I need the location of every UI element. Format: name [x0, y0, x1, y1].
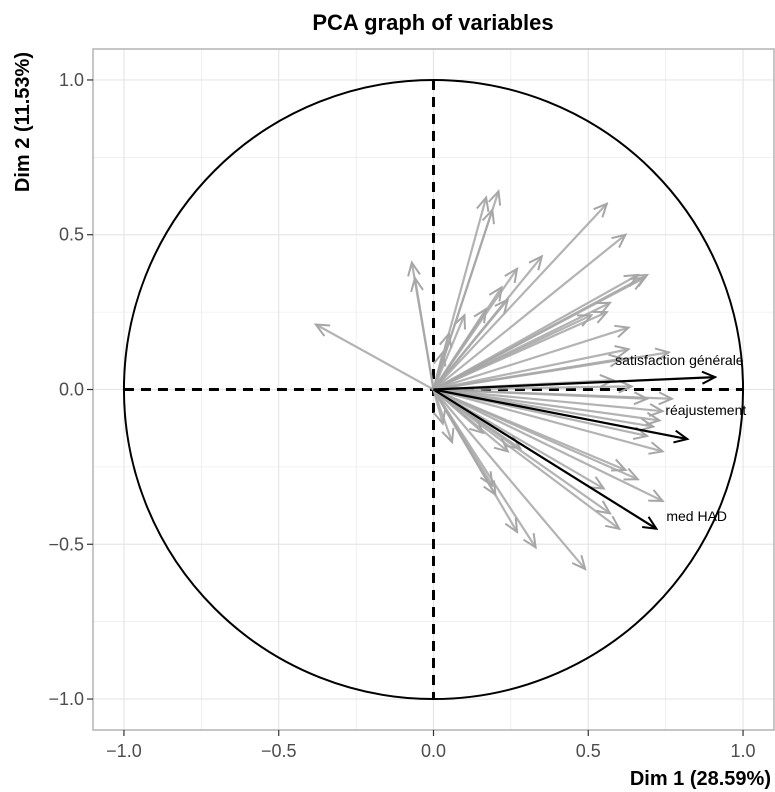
- variable-arrow: [433, 352, 669, 391]
- variable-arrow: [432, 388, 493, 486]
- variable-arrow: [432, 388, 586, 570]
- variable-label: med HAD: [666, 508, 727, 524]
- chart-title: PCA graph of variables: [312, 10, 553, 35]
- y-tick-label: 0.5: [59, 225, 84, 245]
- variable-arrow: [433, 388, 660, 421]
- x-axis-title: Dim 1 (28.59%): [630, 768, 771, 790]
- x-tick-label: 0.5: [576, 741, 601, 761]
- highlighted-arrow: [433, 377, 716, 391]
- variable-arrow: [432, 309, 487, 391]
- variable-arrow: [433, 388, 672, 399]
- y-tick-label: −0.5: [48, 534, 84, 554]
- variable-label: satisfaction générale: [615, 352, 744, 368]
- variable-arrow: [432, 388, 620, 529]
- x-tick-label: 1.0: [731, 741, 756, 761]
- variable-arrow: [316, 324, 435, 391]
- variable-arrow: [432, 352, 443, 390]
- variable-arrow: [433, 328, 629, 391]
- variable-arrow: [433, 315, 592, 391]
- variable-arrow: [432, 275, 638, 391]
- y-tick-label: −1.0: [48, 689, 84, 709]
- x-axis-ticks: −1.0 −0.5 0.0 0.5 1.0: [106, 730, 756, 761]
- variable-arrow: [433, 388, 663, 452]
- variable-arrow: [432, 389, 443, 424]
- variable-arrow: [432, 388, 484, 433]
- variable-arrow: [433, 388, 663, 501]
- variable-vectors: [316, 191, 672, 569]
- highlighted-arrow: [432, 388, 657, 529]
- highlighted-vectors: satisfaction générale réajustement med HAD: [432, 352, 746, 529]
- y-tick-label: 1.0: [59, 70, 84, 90]
- highlighted-arrow: [433, 388, 688, 440]
- variable-arrow: [432, 204, 607, 391]
- variable-arrow: [433, 388, 663, 412]
- variable-arrow: [433, 388, 638, 480]
- y-axis-ticks: −1.0 −0.5 0.0 0.5 1.0: [48, 70, 93, 709]
- variable-arrow: [415, 278, 435, 390]
- variable-label: réajustement: [665, 402, 746, 418]
- variable-arrow: [432, 300, 508, 391]
- y-axis-title: Dim 2 (11.53%): [12, 52, 34, 192]
- variable-arrow: [432, 315, 465, 390]
- variable-arrow: [433, 349, 629, 391]
- x-tick-label: −1.0: [106, 741, 142, 761]
- variable-arrow: [432, 235, 626, 391]
- x-tick-label: 0.0: [421, 741, 446, 761]
- x-tick-label: −0.5: [261, 741, 297, 761]
- y-tick-label: 0.0: [59, 380, 84, 400]
